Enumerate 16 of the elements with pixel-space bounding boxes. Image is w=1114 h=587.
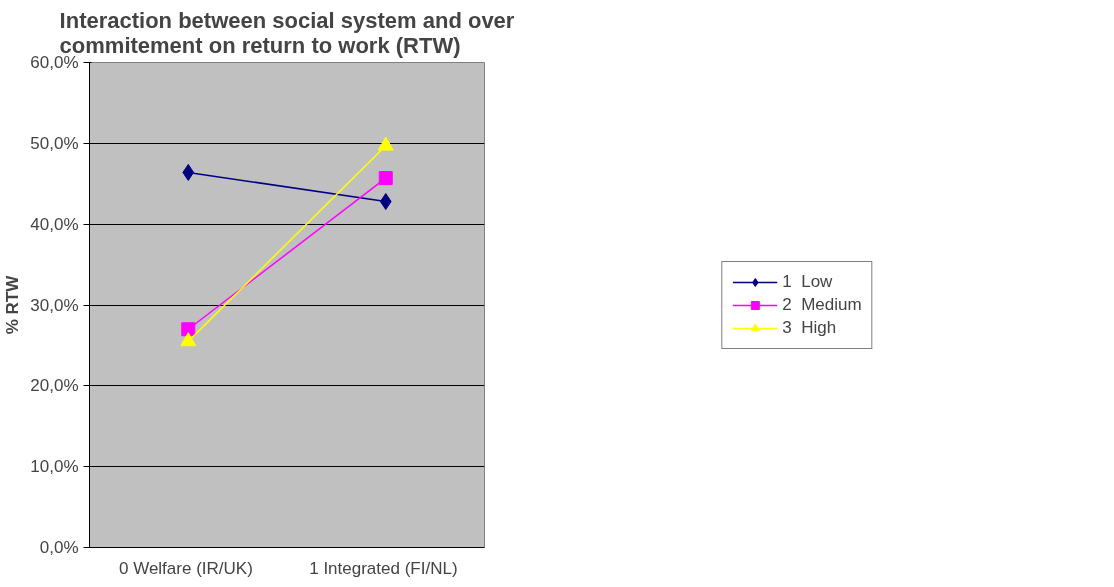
y-tick-label: 30,0% — [30, 295, 79, 315]
point — [378, 171, 393, 186]
point — [182, 163, 195, 181]
y-tick-label: 10,0% — [30, 457, 79, 477]
y-axis-title: % RTW — [3, 274, 23, 335]
y-tick-label: 50,0% — [30, 133, 79, 153]
x-tick-label: 1 Integrated (FI/NL) — [309, 558, 458, 578]
point — [379, 193, 392, 211]
y-tick-label: 60,0% — [30, 53, 79, 72]
legend-label: 2 Medium — [782, 294, 862, 315]
legend-label: 1 Low — [782, 271, 833, 292]
legend-label: 3 High — [782, 317, 837, 338]
y-tick-label: 0,0% — [39, 538, 79, 557]
y-tick-label: 20,0% — [30, 376, 79, 396]
x-tick-label: 0 Welfare (IR/UK) — [118, 558, 253, 578]
y-tick-label: 40,0% — [30, 214, 79, 234]
